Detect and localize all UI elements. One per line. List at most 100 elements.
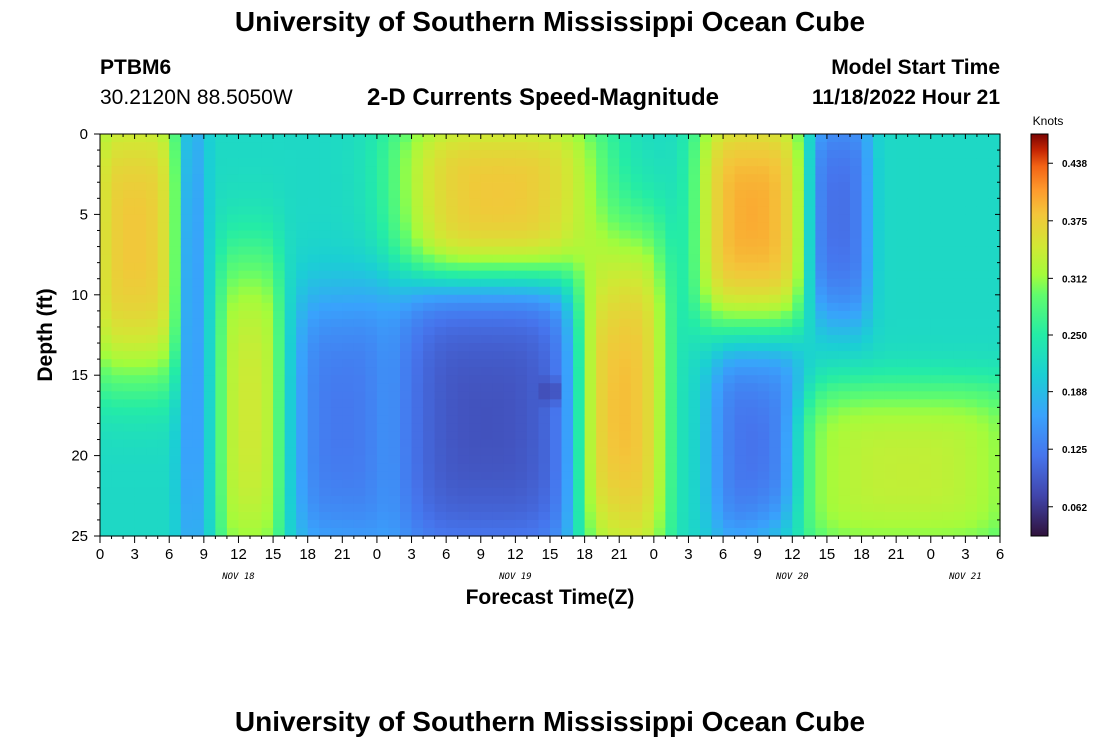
heat-cell — [353, 310, 366, 320]
heat-cell — [111, 318, 124, 328]
heat-cell — [711, 415, 724, 425]
heat-cell — [769, 270, 782, 280]
heat-cell — [953, 447, 966, 457]
heat-cell — [792, 158, 805, 167]
heat-cell — [376, 439, 390, 449]
heat-cell — [215, 246, 228, 256]
heat-cell — [180, 471, 193, 481]
heat-cell — [388, 495, 401, 505]
heat-cell — [273, 278, 286, 288]
heat-cell — [884, 375, 897, 384]
heat-cell — [734, 214, 747, 224]
heat-cell — [146, 230, 159, 240]
heat-cell — [100, 423, 113, 433]
heat-cell — [538, 214, 551, 224]
heat-cell — [169, 335, 182, 344]
heat-cell — [665, 262, 678, 272]
heat-cell — [630, 222, 643, 232]
heat-cell — [411, 367, 424, 376]
heat-cell — [596, 294, 609, 304]
heat-cell — [803, 326, 816, 336]
heat-cell — [446, 230, 459, 240]
heat-cell — [515, 254, 528, 264]
heat-cell — [388, 214, 401, 224]
heat-cell — [596, 455, 609, 465]
heat-cell — [376, 134, 390, 143]
heat-cell — [169, 375, 182, 384]
heat-cell — [503, 150, 516, 159]
heat-cell — [907, 455, 920, 465]
heat-cell — [769, 471, 782, 481]
heat-cell — [146, 479, 159, 489]
heat-cell — [203, 383, 216, 392]
station-coordinates: 30.2120N 88.5050W — [100, 86, 293, 109]
heat-cell — [319, 262, 332, 272]
heat-cell — [573, 262, 586, 272]
heat-cell — [538, 431, 551, 441]
heat-cell — [492, 310, 505, 320]
heat-cell — [769, 423, 782, 433]
heat-cell — [792, 150, 805, 159]
heat-cell — [792, 238, 805, 248]
heat-cell — [215, 463, 228, 473]
heat-cell — [884, 527, 897, 537]
heat-cell — [723, 270, 736, 280]
heat-cell — [642, 359, 655, 368]
heat-cell — [215, 238, 228, 248]
heat-cell — [942, 150, 955, 159]
heat-cell — [780, 294, 793, 304]
heat-cell — [134, 487, 147, 497]
heat-cell — [100, 222, 113, 232]
heat-cell — [342, 278, 355, 288]
heat-cell — [838, 407, 851, 416]
heat-cell — [792, 270, 805, 280]
heat-cell — [457, 214, 470, 224]
heat-cell — [538, 527, 551, 537]
heat-cell — [653, 343, 666, 352]
heat-cell — [376, 415, 390, 425]
heat-cell — [146, 182, 159, 191]
heat-cell — [469, 519, 482, 529]
heat-cell — [480, 238, 493, 248]
heat-cell — [976, 206, 990, 215]
heat-cell — [630, 439, 643, 449]
heat-cell — [573, 246, 586, 256]
heat-cell — [503, 286, 516, 296]
heat-cell — [157, 278, 170, 288]
heat-cell — [284, 407, 297, 416]
heat-cell — [676, 431, 690, 441]
heat-cell — [930, 222, 943, 232]
heat-cell — [123, 326, 136, 336]
heat-cell — [700, 182, 713, 191]
heat-cell — [792, 471, 805, 481]
heat-cell — [838, 326, 851, 336]
heat-cell — [215, 351, 228, 360]
heat-cell — [988, 375, 1001, 384]
heat-cell — [538, 495, 551, 505]
heat-cell — [238, 503, 251, 513]
heat-cell — [123, 455, 136, 465]
heat-cell — [711, 407, 724, 416]
heat-cell — [676, 359, 690, 368]
heat-cell — [226, 278, 240, 288]
heat-cell — [169, 447, 182, 457]
heat-cell — [873, 503, 886, 513]
heat-cell — [423, 375, 436, 384]
heat-cell — [503, 335, 516, 344]
heat-cell — [550, 463, 563, 473]
heat-cell — [296, 254, 309, 264]
heat-cell — [607, 198, 620, 207]
heat-cell — [596, 222, 609, 232]
heat-cell — [515, 423, 528, 433]
heat-cell — [769, 230, 782, 240]
heat-cell — [526, 246, 540, 256]
heat-cell — [215, 198, 228, 207]
heat-cell — [319, 431, 332, 441]
heat-cell — [919, 495, 932, 505]
heat-cell — [653, 407, 666, 416]
heat-cell — [953, 286, 966, 296]
heat-cell — [296, 278, 309, 288]
heat-cell — [457, 150, 470, 159]
heat-cell — [700, 174, 713, 183]
heat-cell — [988, 150, 1001, 159]
